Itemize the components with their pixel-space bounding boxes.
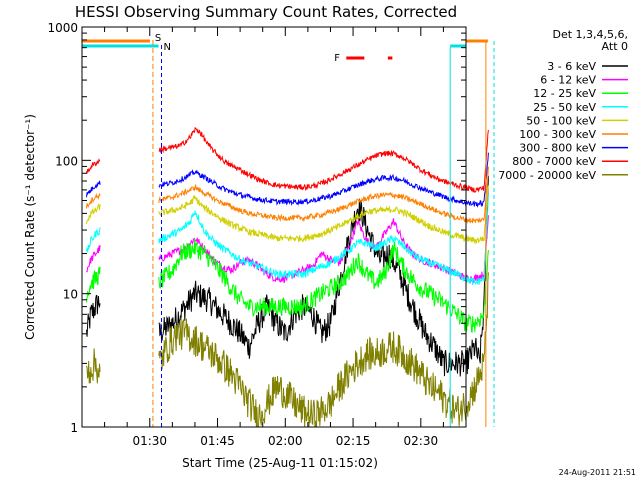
x-tick-label: 02:15 [336,434,371,448]
series-line-1-segment-1 [158,215,489,284]
marker-label-s: S [155,33,161,44]
series-line-2-segment-1 [158,238,489,334]
legend-label: 800 - 7000 keV [512,155,596,168]
series-line-6-segment-1 [158,152,489,208]
series-line-4-segment-0 [86,203,101,225]
series-line-1-segment-0 [86,244,101,273]
legend-label: 50 - 100 keV [526,114,596,127]
x-tick-label: 01:30 [132,434,167,448]
overlays: SN F [82,33,495,427]
legend-label: 100 - 300 keV [519,128,596,141]
y-tick-label: 1 [70,421,78,435]
series-line-4-segment-1 [158,185,489,245]
x-tick-label: 02:00 [268,434,303,448]
x-axis: 01:30 01:45 02:00 02:15 02:30 [104,27,467,448]
series-line-7-segment-1 [158,127,489,193]
legend-header: Att 0 [602,40,628,53]
y-tick-label: 100 [55,154,78,168]
y-tick-label: 10 [63,288,78,302]
series-line-0-segment-0 [86,294,101,337]
y-tick-label: 1000 [47,21,78,35]
series-line-0-segment-1 [158,175,489,377]
series-line-5-segment-1 [158,166,489,224]
series-line-2-segment-0 [86,266,101,303]
flare-flag-label: F [334,53,340,64]
plot-frame [81,26,467,428]
series-line-6-segment-0 [86,180,101,198]
series-line-8-segment-1 [158,272,489,428]
x-tick-label: 01:45 [200,434,235,448]
series-line-3-segment-0 [86,227,101,253]
y-axis-label: Corrected Count Rate (s⁻¹ detector⁻¹) [23,114,37,340]
legend-label: 7000 - 20000 keV [498,169,596,182]
legend-label: 300 - 800 keV [519,142,596,155]
series-traces [86,127,489,428]
legend-label: 12 - 25 keV [533,87,596,100]
legend-label: 3 - 6 keV [547,60,596,73]
legend-label: 25 - 50 keV [533,101,596,114]
legend-header: Det 1,3,4,5,6, [552,28,628,41]
x-axis-label: Start Time (25-Aug-11 01:15:02) [182,456,378,470]
series-line-8-segment-0 [86,348,101,384]
series-line-5-segment-0 [86,192,101,209]
timestamp: 24-Aug-2011 21:51 [559,468,636,477]
y-axis: 1 10 100 1000 [47,21,466,435]
marker-label-n: N [164,42,171,53]
legend-label: 6 - 12 keV [540,74,596,87]
x-tick-label: 02:30 [404,434,439,448]
series-line-3-segment-1 [158,195,489,286]
series-line-7-segment-0 [86,157,101,174]
chart-title: HESSI Observing Summary Count Rates, Cor… [75,3,457,21]
plot-area: SN F [81,26,495,428]
